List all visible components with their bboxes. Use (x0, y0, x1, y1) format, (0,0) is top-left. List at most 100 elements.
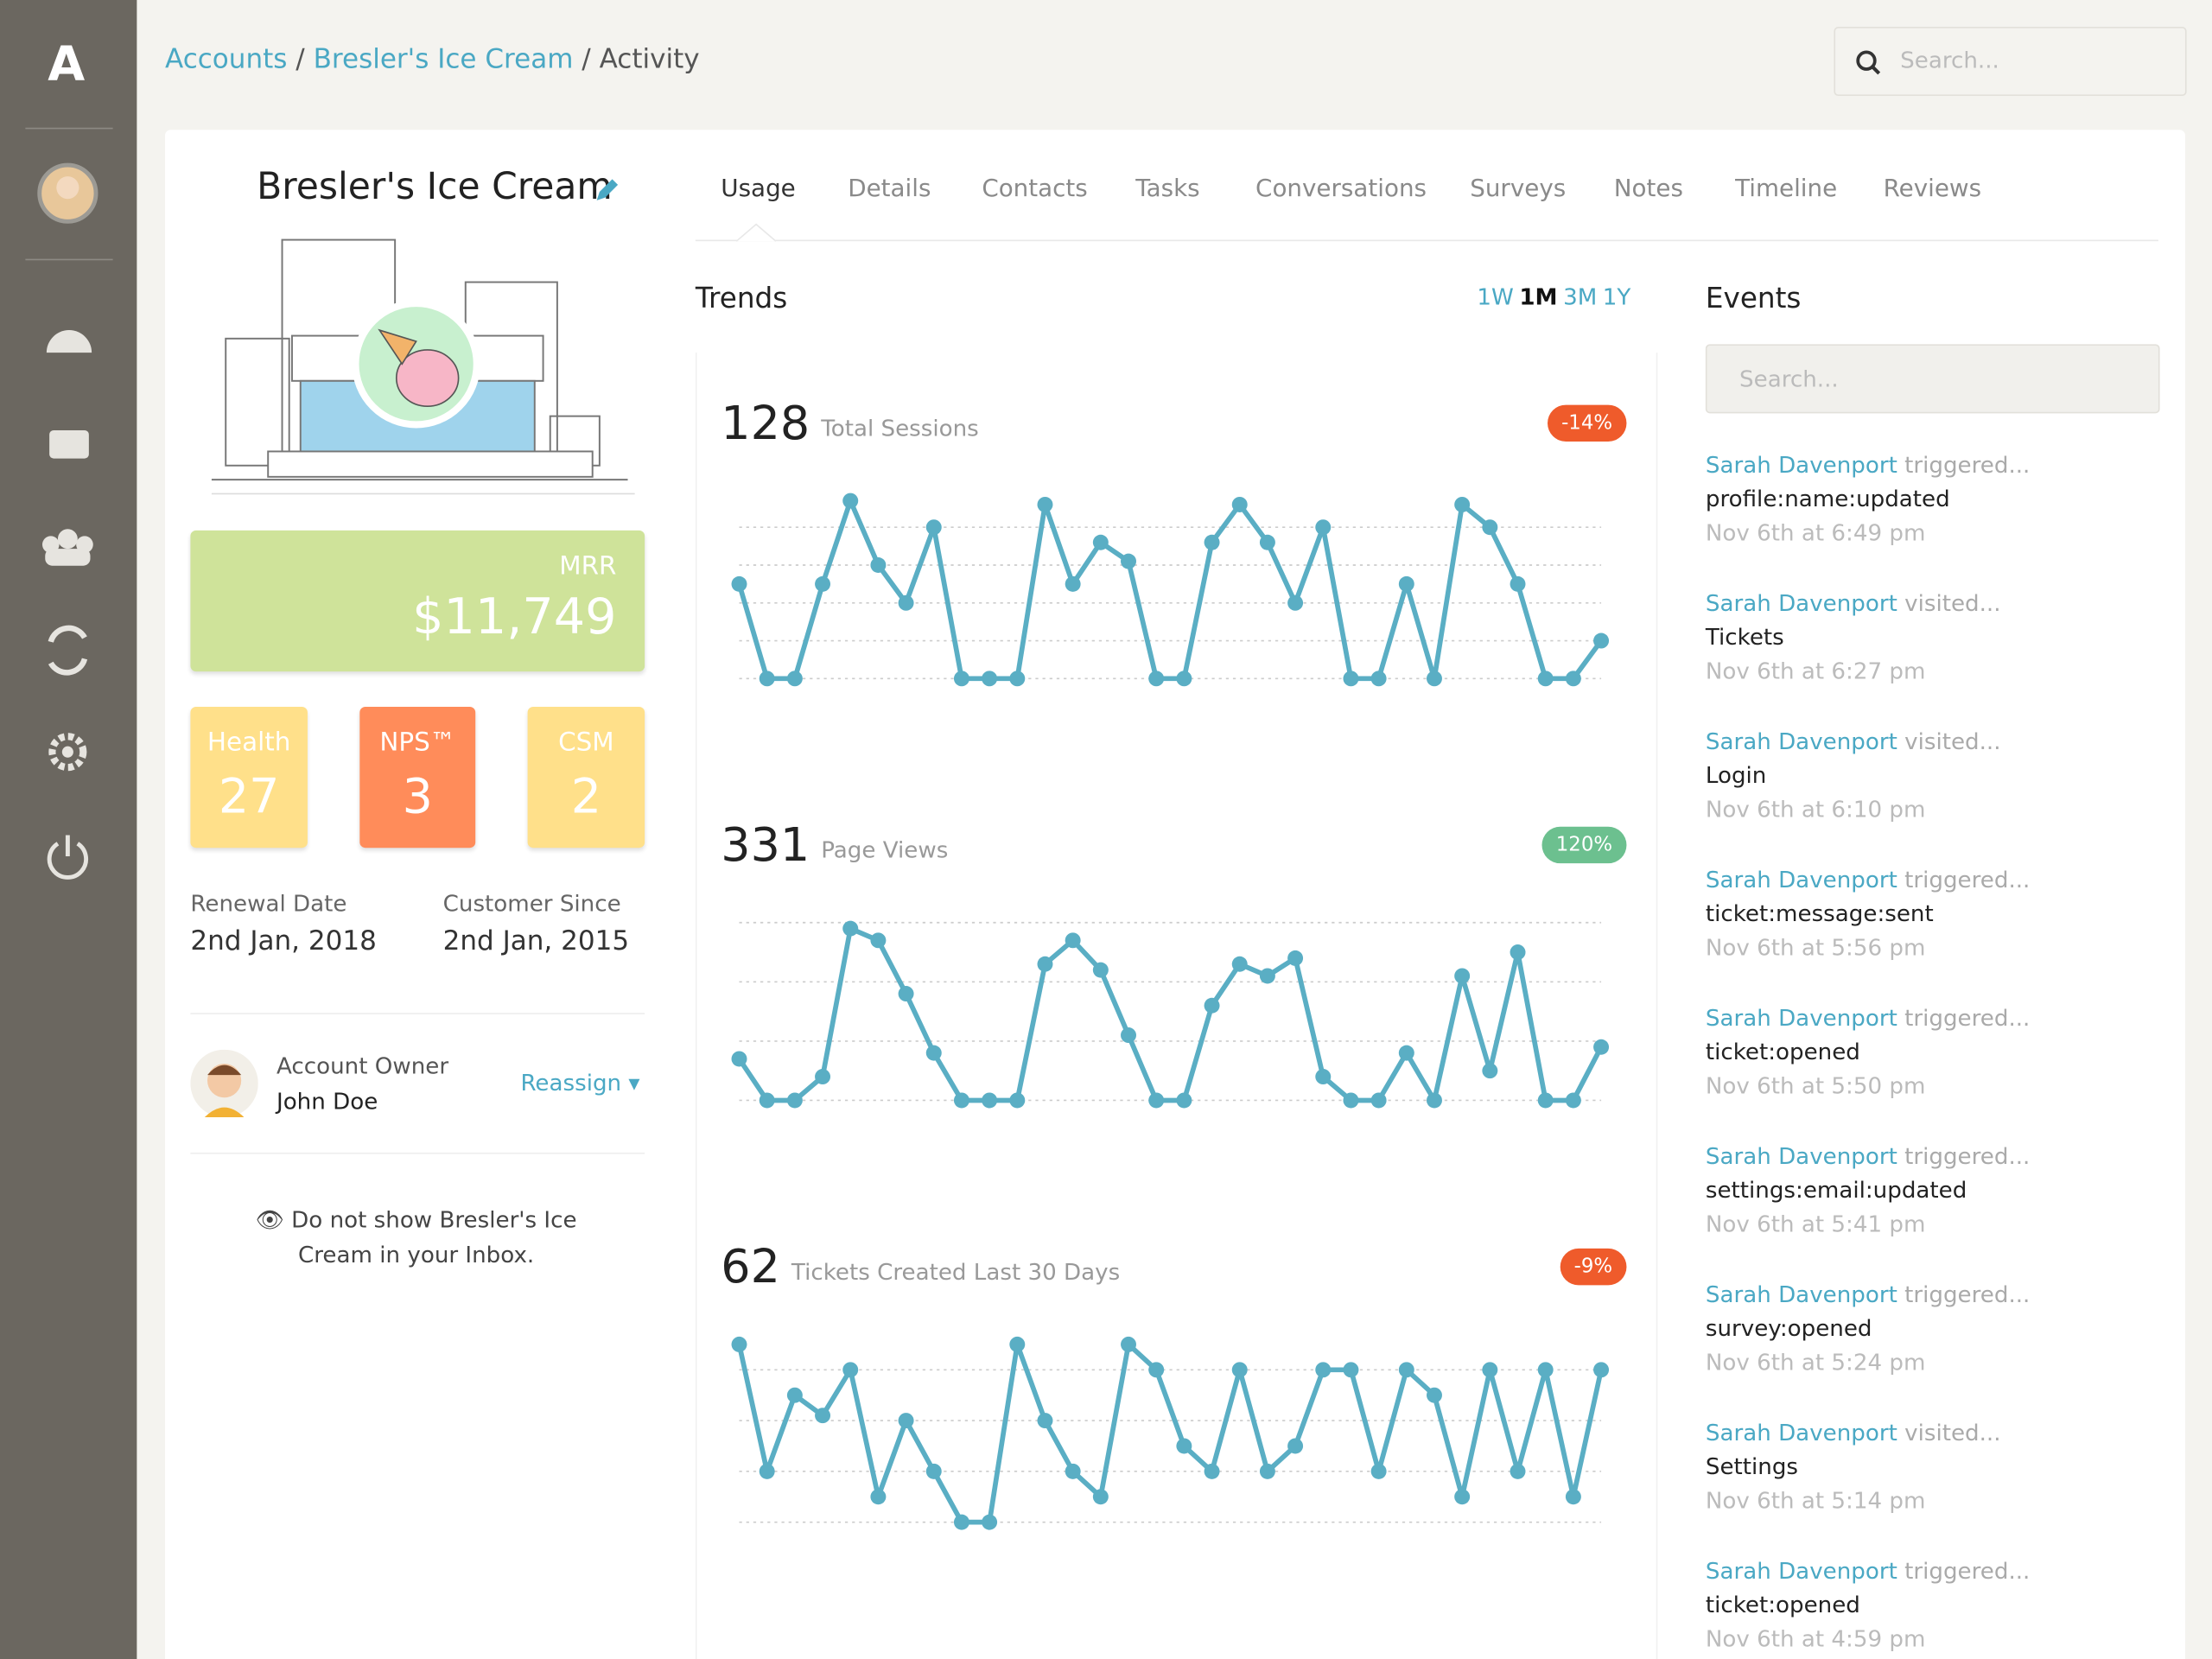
tab[interactable]: Reviews (1883, 175, 1982, 204)
tab[interactable]: Surveys (1470, 175, 1567, 204)
since-date: 2nd Jan, 2015 (442, 925, 630, 957)
point (982, 671, 998, 687)
period-option[interactable]: 1M (1519, 283, 1558, 311)
point (1398, 1045, 1414, 1061)
inbox-note[interactable]: 👁 Do not show Bresler's Ice Cream in you… (255, 1205, 577, 1268)
point (982, 1514, 998, 1530)
event-time: Nov 6th at 5:24 pm (1705, 1348, 1926, 1376)
point (1398, 575, 1414, 592)
point (731, 1051, 747, 1067)
point (1315, 1069, 1332, 1085)
event-action: triggered... (1904, 1281, 2031, 1308)
point (1092, 1489, 1109, 1505)
owner-label: Account Owner (276, 1052, 449, 1079)
point (1121, 1027, 1136, 1044)
event-user[interactable]: Sarah Davenport (1705, 451, 1897, 479)
breadcrumb-link[interactable]: Bresler's Ice Cream (313, 43, 574, 75)
point (759, 671, 775, 687)
tab[interactable]: Contacts (982, 175, 1088, 204)
point (1176, 671, 1192, 687)
event-user[interactable]: Sarah Davenport (1705, 1142, 1897, 1170)
event-user[interactable]: Sarah Davenport (1705, 1557, 1897, 1585)
point (1537, 1092, 1554, 1109)
point (842, 1362, 859, 1378)
search-box[interactable]: Search... (1834, 27, 2187, 97)
point (1565, 1489, 1581, 1505)
period-option[interactable]: 3M (1563, 283, 1598, 311)
sidebar-icons: A (25, 36, 113, 880)
point (1009, 671, 1026, 687)
metric-title: Page Views (821, 836, 949, 864)
point (1092, 962, 1109, 978)
owner-name: John Doe (276, 1087, 378, 1115)
point (1065, 575, 1081, 592)
tab[interactable]: Conversations (1255, 175, 1427, 204)
event-action: triggered... (1904, 1004, 2031, 1032)
tab[interactable]: Notes (1613, 175, 1683, 204)
point (786, 671, 803, 687)
event-line: Sarah Davenport triggered... (1706, 448, 2030, 482)
trends-panel (695, 353, 1658, 1659)
breadcrumb-link[interactable]: Accounts (165, 43, 288, 75)
event-line: Sarah Davenport triggered... (1706, 1001, 2030, 1035)
point (1398, 1362, 1414, 1378)
point (1037, 496, 1053, 512)
point (925, 519, 942, 536)
point (1231, 496, 1248, 512)
point (1537, 1362, 1554, 1378)
reassign-button[interactable]: Reassign ▾ (520, 1069, 640, 1096)
event-action: triggered... (1904, 451, 2031, 479)
point (953, 1092, 969, 1109)
change-badge: 120% (1541, 826, 1627, 864)
event-name: ticket:message:sent (1705, 899, 1934, 927)
event-line: Sarah Davenport triggered... (1706, 1140, 2030, 1173)
event-user[interactable]: Sarah Davenport (1705, 1004, 1897, 1032)
point (925, 1045, 942, 1061)
event-time: Nov 6th at 5:41 pm (1705, 1210, 1926, 1237)
point (953, 671, 969, 687)
tab[interactable]: Usage (721, 175, 796, 204)
event-time: Nov 6th at 5:56 pm (1705, 933, 1926, 961)
tab-rule (695, 239, 2158, 242)
point (842, 920, 859, 937)
events-search[interactable]: Search... (1705, 344, 2160, 414)
event-user[interactable]: Sarah Davenport (1705, 589, 1897, 617)
event-user[interactable]: Sarah Davenport (1705, 866, 1897, 893)
event-line: Sarah Davenport visited... (1706, 1416, 2001, 1450)
event-time: Nov 6th at 5:14 pm (1705, 1486, 1926, 1514)
renewal-date: 2nd Jan, 2018 (190, 925, 377, 957)
event-user[interactable]: Sarah Davenport (1705, 1419, 1897, 1446)
metric-total: 128 (721, 395, 810, 450)
point (870, 1489, 887, 1505)
since-label: Customer Since (442, 890, 621, 918)
event-name: ticket:opened (1705, 1038, 1860, 1065)
line-chart (731, 493, 1610, 687)
point (1315, 519, 1332, 536)
account-name: Bresler's Ice Cream (257, 166, 613, 209)
period-option[interactable]: 1W (1477, 283, 1514, 311)
tab[interactable]: Timeline (1735, 175, 1838, 204)
point (1148, 1362, 1165, 1378)
event: Sarah Davenport triggered... ticket:opene… (1706, 1554, 2030, 1656)
event: Sarah Davenport visited... Settings Nov 6t… (1706, 1416, 2001, 1518)
score-label: CSM (558, 728, 614, 758)
point (786, 1092, 803, 1109)
point (1565, 671, 1581, 687)
point (731, 1336, 747, 1352)
event-user[interactable]: Sarah Davenport (1705, 728, 1897, 755)
event-user[interactable]: Sarah Davenport (1705, 1281, 1897, 1308)
point (786, 1387, 803, 1403)
metric-title: Tickets Created Last 30 Days (791, 1258, 1121, 1286)
event-time: Nov 6th at 6:10 pm (1705, 795, 1926, 823)
event-line: Sarah Davenport triggered... (1706, 1554, 2030, 1588)
sidebar: A (0, 0, 137, 1659)
event-time: Nov 6th at 6:49 pm (1705, 518, 1926, 546)
point (1343, 1092, 1359, 1109)
tab[interactable]: Details (848, 175, 931, 204)
score-card: Health 27 (190, 706, 308, 849)
edit-icon[interactable] (593, 176, 621, 205)
period-option[interactable]: 1Y (1602, 283, 1631, 311)
tab-pointer (736, 223, 776, 242)
event-action: triggered... (1904, 866, 2031, 893)
tab[interactable]: Tasks (1135, 175, 1200, 204)
